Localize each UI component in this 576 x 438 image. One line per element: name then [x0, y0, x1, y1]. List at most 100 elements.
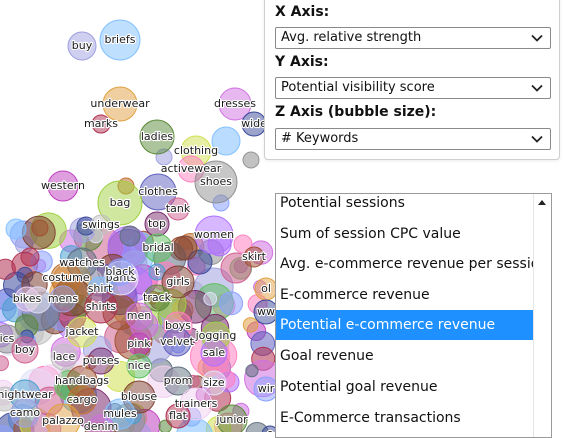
bubble-e[interactable]	[261, 425, 279, 432]
bubble-label: shirt	[88, 282, 113, 295]
bubble-swings[interactable]	[90, 214, 112, 236]
bubble[interactable]	[0, 355, 9, 372]
bubble-bag[interactable]	[97, 180, 143, 226]
y-axis-select-value: Potential visibility score	[281, 80, 435, 95]
bubble-camo[interactable]	[10, 398, 40, 428]
bubble[interactable]	[31, 219, 49, 237]
bubble-ladies[interactable]	[139, 119, 175, 155]
chevron-down-icon	[531, 34, 543, 42]
bubble-marks[interactable]	[91, 114, 111, 134]
bubble-dresses[interactable]	[218, 87, 252, 121]
bubble-label: wide	[241, 117, 267, 130]
bubble-label: lace	[53, 350, 76, 363]
bubble-junior[interactable]	[216, 404, 248, 432]
bubble-label: wir	[258, 382, 275, 395]
bubble[interactable]	[242, 151, 260, 169]
bubble-lace[interactable]	[50, 343, 78, 371]
bubble-track[interactable]	[143, 284, 171, 312]
bubble-label: palazzo	[42, 414, 84, 427]
bubble-label: e	[267, 427, 274, 432]
bubble-label: pink	[127, 337, 151, 350]
bubble-prom[interactable]	[163, 366, 193, 396]
bubble[interactable]	[220, 252, 252, 284]
metric-option[interactable]: Avg. e-commerce revenue per session	[280, 256, 549, 272]
bubble[interactable]	[172, 235, 198, 261]
bubble-mens[interactable]	[49, 285, 77, 313]
bubble-underwear[interactable]	[102, 86, 138, 122]
bubble[interactable]	[40, 364, 62, 386]
metric-option[interactable]: Goal revenue	[280, 348, 374, 364]
scroll-thumb[interactable]	[538, 224, 546, 434]
bubble-buy[interactable]	[67, 31, 97, 61]
bubble-shirts[interactable]	[84, 290, 118, 324]
bubble[interactable]	[20, 247, 40, 267]
bubble[interactable]	[203, 291, 218, 306]
metric-dropdown-list[interactable]: Potential sessions Sum of session CPC va…	[275, 193, 552, 438]
bubble-cargo[interactable]	[67, 385, 97, 415]
bubble[interactable]	[0, 425, 16, 432]
bubble-western[interactable]	[47, 170, 79, 202]
bubble-label: men	[127, 309, 151, 322]
bubble[interactable]	[0, 258, 16, 280]
bubble-girls[interactable]	[161, 265, 195, 299]
bubble-sale[interactable]	[200, 339, 228, 367]
metric-option[interactable]: Potential sessions	[280, 195, 405, 211]
bubble[interactable]	[119, 225, 141, 247]
bubble-nice[interactable]	[126, 353, 152, 379]
bubble-label: junior	[215, 413, 248, 426]
bubble-size[interactable]	[201, 370, 227, 396]
metric-option[interactable]: Potential goal revenue	[280, 379, 438, 395]
z-axis-select[interactable]: # Keywords	[275, 128, 551, 150]
bubble[interactable]	[219, 291, 244, 316]
bubble-men[interactable]	[125, 302, 153, 330]
bubble-label: watches	[59, 256, 105, 269]
bubble[interactable]	[233, 234, 253, 254]
bubble-label: blouse	[121, 390, 157, 403]
bubble-label: marks	[84, 117, 118, 130]
bubble-label: ics	[0, 332, 15, 345]
bubble-tank[interactable]	[166, 197, 190, 221]
bubble-label: t	[155, 265, 160, 278]
bubble-label: trainers	[175, 397, 218, 410]
bubble[interactable]	[245, 364, 259, 378]
metric-option[interactable]: Sum of session CPC value	[280, 226, 461, 242]
bubble-label: nightwear	[0, 388, 53, 401]
bubble-palazzo[interactable]	[45, 403, 81, 432]
bubble-skirt[interactable]	[243, 246, 265, 268]
bubble-jacket[interactable]	[66, 316, 98, 348]
bubble-briefs[interactable]	[99, 19, 141, 61]
bubble[interactable]	[211, 126, 241, 156]
bubble-label: boy	[15, 343, 36, 356]
bubble-black[interactable]	[106, 258, 134, 286]
x-axis-select-value: Avg. relative strength	[281, 30, 422, 45]
metric-option-selected[interactable]: Potential e-commerce revenue	[276, 310, 534, 340]
bubble[interactable]	[5, 218, 27, 240]
bubble-label: ww	[257, 305, 275, 318]
bubble-clothes[interactable]	[139, 173, 177, 211]
bubble-label: buy	[72, 39, 93, 52]
bubble-bikes[interactable]	[14, 286, 40, 312]
bubble[interactable]	[242, 317, 259, 333]
x-axis-select[interactable]: Avg. relative strength	[275, 27, 551, 49]
bubble-women[interactable]	[194, 215, 234, 255]
metric-option[interactable]: E-commerce revenue	[280, 287, 430, 303]
scroll-up-arrow-icon[interactable]	[538, 200, 546, 205]
bubble-boy[interactable]	[11, 336, 39, 364]
bubble-label: bridal	[142, 241, 173, 254]
bubble-velvet[interactable]	[162, 327, 192, 357]
list-scrollbar[interactable]	[533, 194, 551, 437]
bubble-mules[interactable]	[104, 398, 136, 430]
bubble-shoes[interactable]	[194, 160, 238, 204]
metric-option[interactable]: E-Commerce transactions	[280, 410, 461, 426]
bubble-label: swings	[82, 218, 120, 231]
bubble-label: flat	[169, 409, 188, 422]
bubble-label: prom	[164, 374, 193, 387]
y-axis-select[interactable]: Potential visibility score	[275, 77, 551, 99]
bubble-denim[interactable]	[88, 414, 114, 432]
bubble-label: western	[41, 179, 85, 192]
bubble-purses[interactable]	[87, 347, 115, 375]
bubble-label: mens	[48, 292, 78, 305]
bubble-flat[interactable]	[165, 403, 191, 429]
bubble-bridal[interactable]	[143, 233, 173, 263]
